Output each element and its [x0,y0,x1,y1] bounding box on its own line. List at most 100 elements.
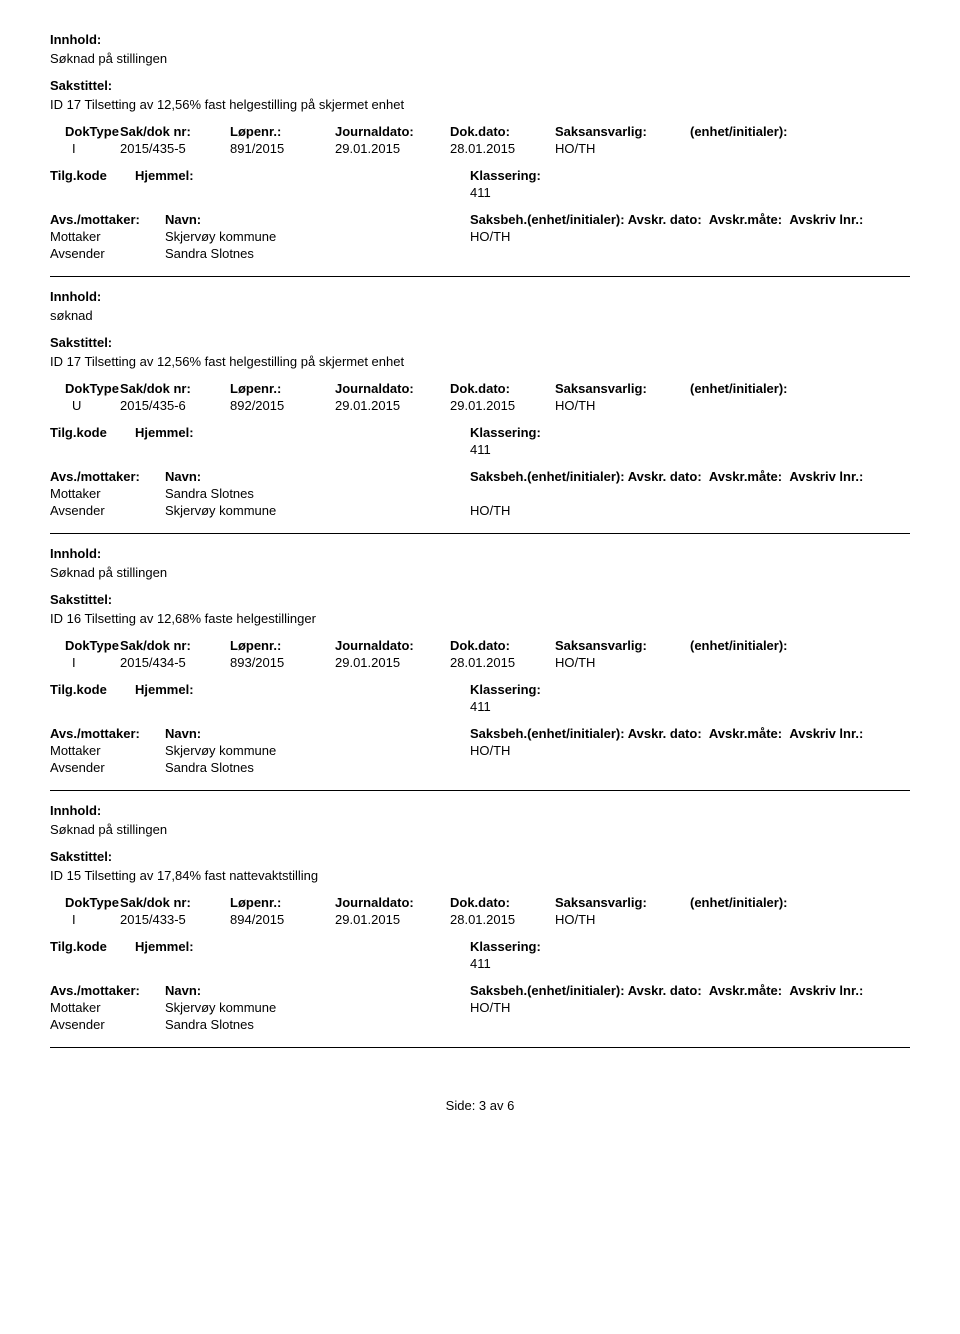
sakdok-value: 2015/435-5 [120,141,230,156]
sakdok-value: 2015/433-5 [120,912,230,927]
mottaker-row: Mottaker Skjervøy kommune HO/TH [50,743,910,758]
col-tilgkode-header: Tilg.kode [50,168,135,183]
sakstittel-label: Sakstittel: [50,849,910,864]
avsender-row: Avsender Skjervøy kommune HO/TH [50,503,910,518]
enhet-value [690,398,840,413]
sakstittel-text: ID 16 Tilsetting av 12,68% faste helgest… [50,611,910,626]
sakstittel-label: Sakstittel: [50,335,910,350]
col-sakdok-header: Sak/dok nr: [120,124,230,139]
record-separator [50,1047,910,1048]
mottaker-row: Mottaker Skjervøy kommune HO/TH [50,229,910,244]
col-enhet-header: (enhet/initialer): [690,638,840,653]
mottaker-saksbeh [470,486,910,501]
col-sakdok-header: Sak/dok nr: [120,638,230,653]
col-hjemmel-header: Hjemmel: [135,682,470,697]
record-header-row: DokType Sak/dok nr: Løpenr.: Journaldato… [50,638,910,653]
col-saksbeh-header: Saksbeh.(enhet/initialer): Avskr. dato: … [470,469,910,484]
mottaker-saksbeh: HO/TH [470,1000,910,1015]
mottaker-label: Mottaker [50,1000,165,1015]
saksansvarlig-value: HO/TH [555,912,690,927]
col-saksansvarlig-header: Saksansvarlig: [555,895,690,910]
col-dokdato-header: Dok.dato: [450,638,555,653]
tilgkode-value [50,699,135,714]
col-saksbeh-header: Saksbeh.(enhet/initialer): Avskr. dato: … [470,212,910,227]
avsender-label: Avsender [50,760,165,775]
sakdok-value: 2015/435-6 [120,398,230,413]
journal-record: Innhold: Søknad på stillingen Sakstittel… [50,803,910,1048]
saksansvarlig-value: HO/TH [555,398,690,413]
col-doktype-header: DokType [50,638,120,653]
doktype-value: U [50,398,120,413]
innhold-label: Innhold: [50,289,910,304]
col-lopenr-header: Løpenr.: [230,381,335,396]
sakstittel-text: ID 15 Tilsetting av 17,84% fast nattevak… [50,868,910,883]
record-data-row: I 2015/434-5 893/2015 29.01.2015 28.01.2… [50,655,910,670]
col-saksansvarlig-header: Saksansvarlig: [555,381,690,396]
col-hjemmel-header: Hjemmel: [135,168,470,183]
innhold-text: Søknad på stillingen [50,822,910,837]
doktype-value: I [50,141,120,156]
mottaker-label: Mottaker [50,229,165,244]
dokdato-value: 29.01.2015 [450,398,555,413]
hjemmel-value [135,442,470,457]
col-navn-header: Navn: [165,726,470,741]
record-data-row: I 2015/435-5 891/2015 29.01.2015 28.01.2… [50,141,910,156]
col-saksansvarlig-header: Saksansvarlig: [555,124,690,139]
col-tilgkode-header: Tilg.kode [50,682,135,697]
innhold-text: Søknad på stillingen [50,565,910,580]
sakdok-value: 2015/434-5 [120,655,230,670]
col-klassering-header: Klassering: [470,682,770,697]
klassering-value: 411 [470,699,770,714]
record-separator [50,533,910,534]
record-header-row: DokType Sak/dok nr: Løpenr.: Journaldato… [50,124,910,139]
avsmottaker-header-row: Avs./mottaker: Navn: Saksbeh.(enhet/init… [50,983,910,998]
col-doktype-header: DokType [50,124,120,139]
col-hjemmel-header: Hjemmel: [135,939,470,954]
col-lopenr-header: Løpenr.: [230,895,335,910]
klassering-header-row: Tilg.kode Hjemmel: Klassering: [50,682,910,697]
avsmottaker-header-row: Avs./mottaker: Navn: Saksbeh.(enhet/init… [50,469,910,484]
avsmottaker-header-row: Avs./mottaker: Navn: Saksbeh.(enhet/init… [50,212,910,227]
mottaker-navn: Skjervøy kommune [165,1000,470,1015]
record-data-row: U 2015/435-6 892/2015 29.01.2015 29.01.2… [50,398,910,413]
record-data-row: I 2015/433-5 894/2015 29.01.2015 28.01.2… [50,912,910,927]
innhold-text: Søknad på stillingen [50,51,910,66]
doktype-value: I [50,912,120,927]
klassering-data-row: 411 [50,185,910,200]
col-enhet-header: (enhet/initialer): [690,381,840,396]
avsender-navn: Sandra Slotnes [165,760,470,775]
avsender-label: Avsender [50,503,165,518]
lopenr-value: 894/2015 [230,912,335,927]
avsender-saksbeh [470,760,910,775]
mottaker-saksbeh: HO/TH [470,229,910,244]
col-sakdok-header: Sak/dok nr: [120,381,230,396]
col-journaldato-header: Journaldato: [335,381,450,396]
klassering-value: 411 [470,956,770,971]
col-dokdato-header: Dok.dato: [450,895,555,910]
klassering-data-row: 411 [50,956,910,971]
col-avsmottaker-header: Avs./mottaker: [50,469,165,484]
col-journaldato-header: Journaldato: [335,895,450,910]
sakstittel-label: Sakstittel: [50,78,910,93]
mottaker-label: Mottaker [50,743,165,758]
col-klassering-header: Klassering: [470,939,770,954]
journaldato-value: 29.01.2015 [335,912,450,927]
klassering-header-row: Tilg.kode Hjemmel: Klassering: [50,425,910,440]
sakstittel-text: ID 17 Tilsetting av 12,56% fast helgesti… [50,97,910,112]
saksansvarlig-value: HO/TH [555,655,690,670]
mottaker-navn: Sandra Slotnes [165,486,470,501]
klassering-data-row: 411 [50,699,910,714]
innhold-label: Innhold: [50,546,910,561]
hjemmel-value [135,956,470,971]
col-lopenr-header: Løpenr.: [230,638,335,653]
col-enhet-header: (enhet/initialer): [690,895,840,910]
klassering-value: 411 [470,185,770,200]
record-separator [50,790,910,791]
klassering-value: 411 [470,442,770,457]
col-saksbeh-header: Saksbeh.(enhet/initialer): Avskr. dato: … [470,983,910,998]
col-navn-header: Navn: [165,212,470,227]
avsender-navn: Sandra Slotnes [165,246,470,261]
doktype-value: I [50,655,120,670]
record-header-row: DokType Sak/dok nr: Løpenr.: Journaldato… [50,895,910,910]
col-saksansvarlig-header: Saksansvarlig: [555,638,690,653]
